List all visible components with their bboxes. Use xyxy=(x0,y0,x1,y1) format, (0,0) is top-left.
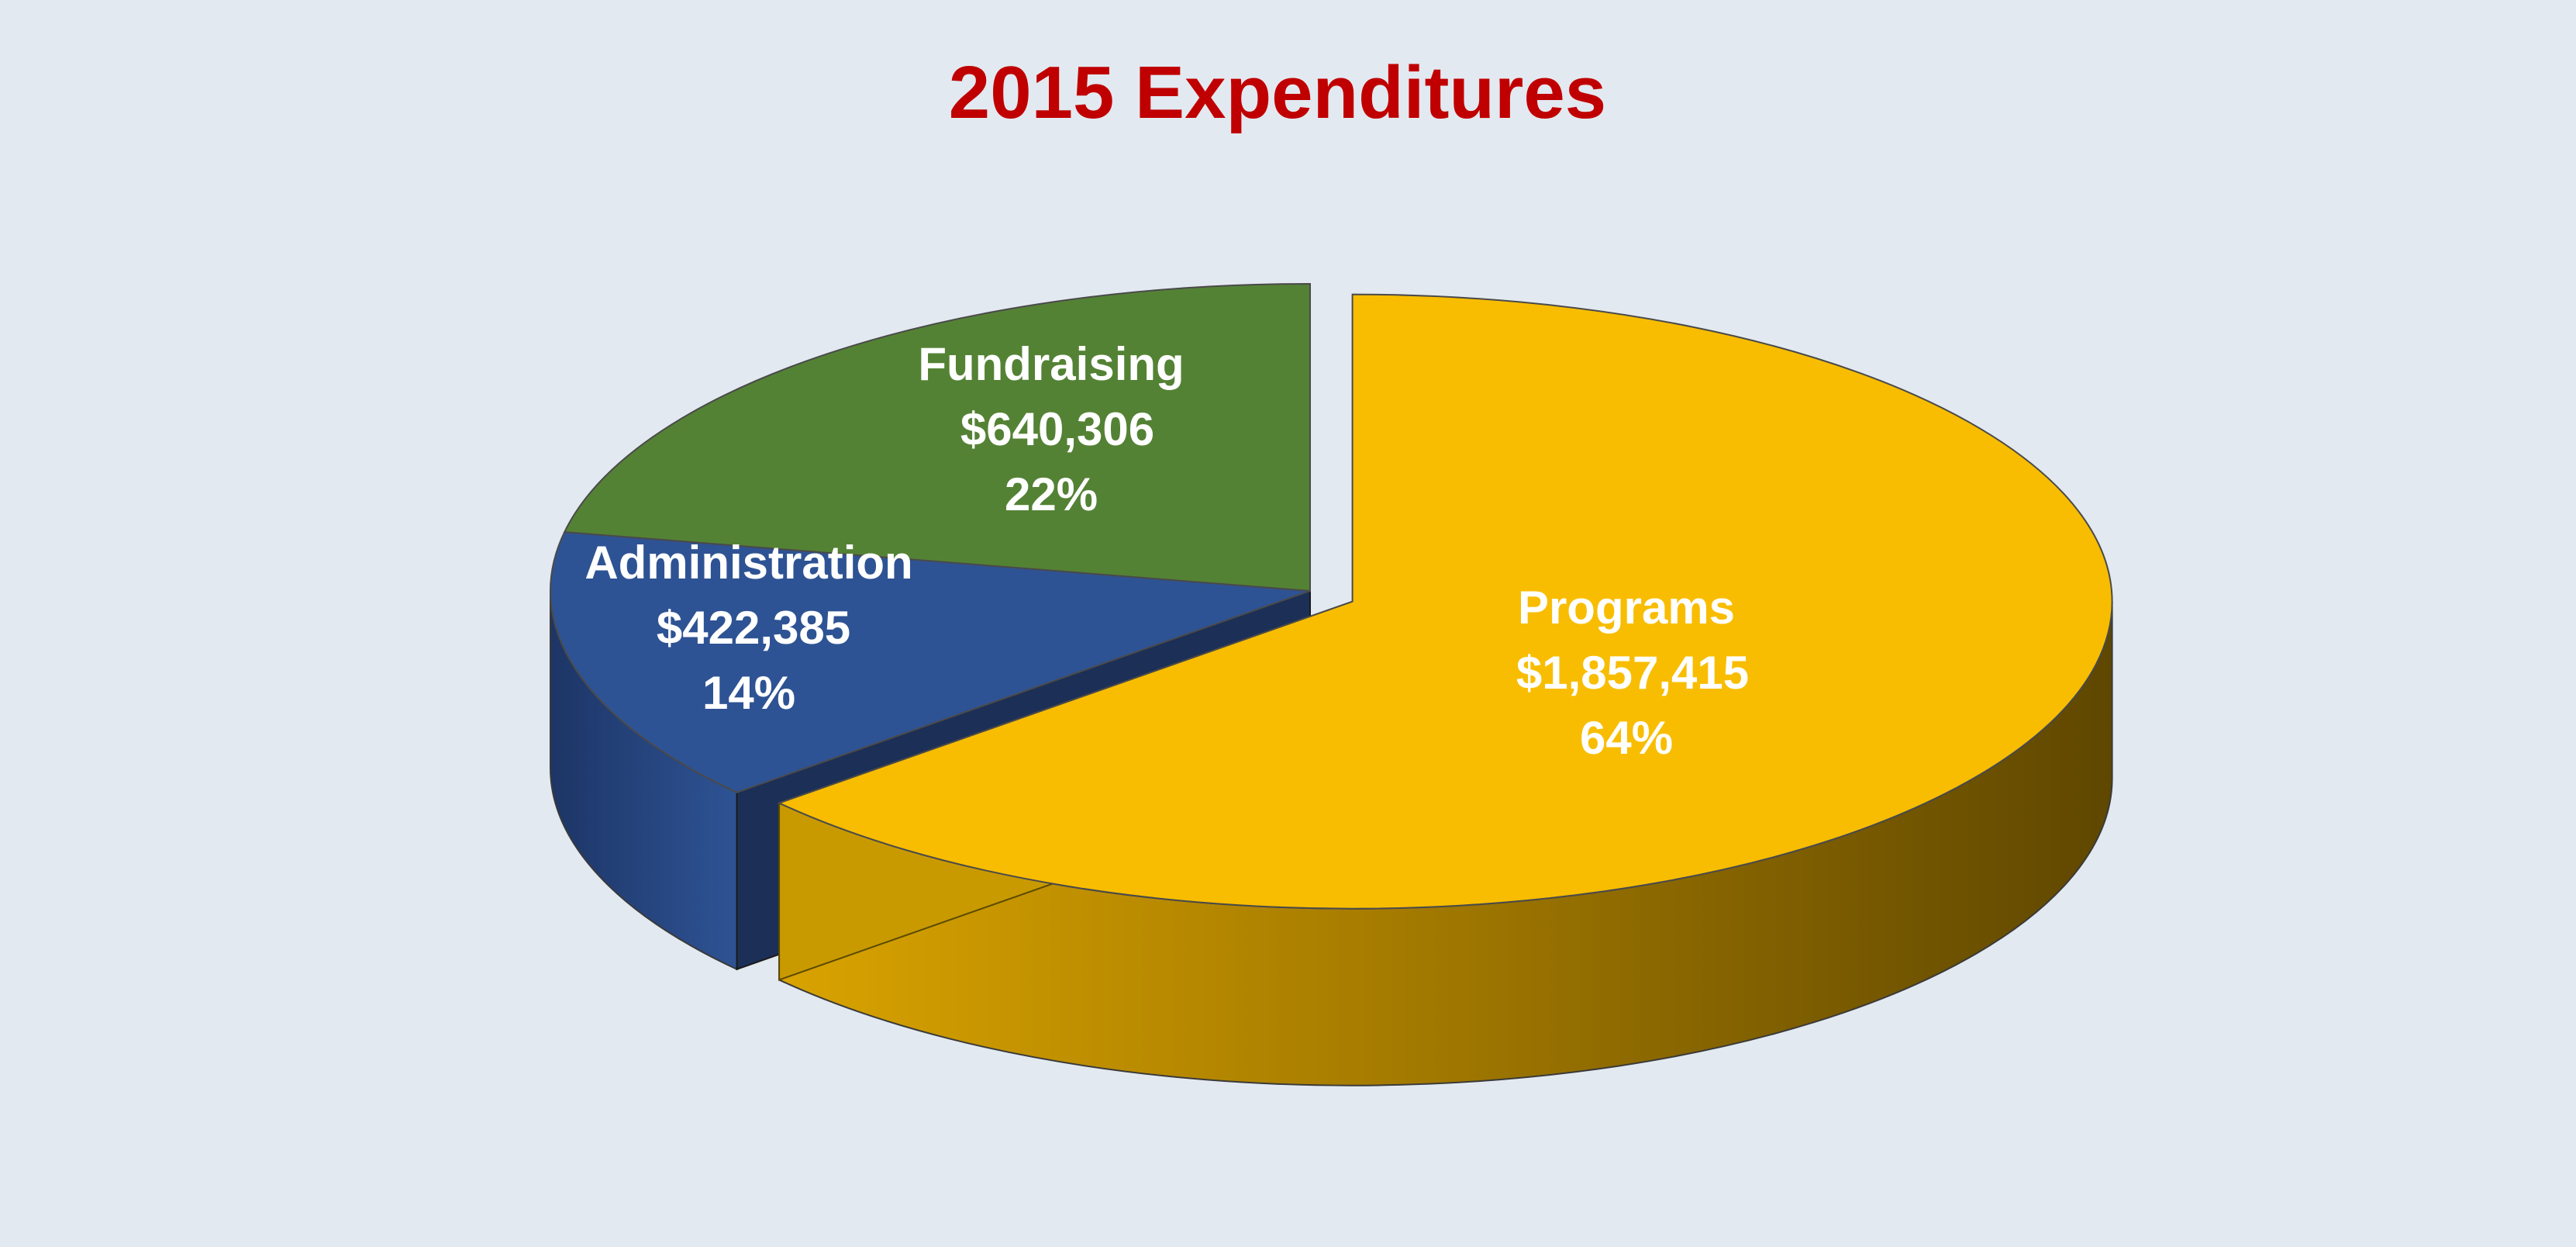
slice-programs xyxy=(777,293,2113,1086)
label-programs: Programs xyxy=(1518,582,1735,634)
slice-fundraising xyxy=(563,282,1311,592)
amount-fundraising: $640,306 xyxy=(960,403,1154,455)
amount-administration: $422,385 xyxy=(657,602,850,654)
chart-title: 2015 Expenditures xyxy=(949,51,1606,134)
label-fundraising: Fundraising xyxy=(918,338,1184,390)
percent-fundraising: 22% xyxy=(1005,468,1098,520)
slice-top-fundraising xyxy=(563,282,1311,592)
slice-top-administration xyxy=(550,530,1311,793)
label-administration: Administration xyxy=(585,537,912,589)
slice-top-programs xyxy=(777,293,2113,910)
amount-programs: $1,857,415 xyxy=(1516,647,1749,699)
pie-slices xyxy=(550,282,2113,1086)
percent-administration: 14% xyxy=(702,667,795,719)
percent-programs: 64% xyxy=(1580,712,1673,764)
slice-labels: Fundraising $640,306 22% Administration … xyxy=(585,338,1749,764)
